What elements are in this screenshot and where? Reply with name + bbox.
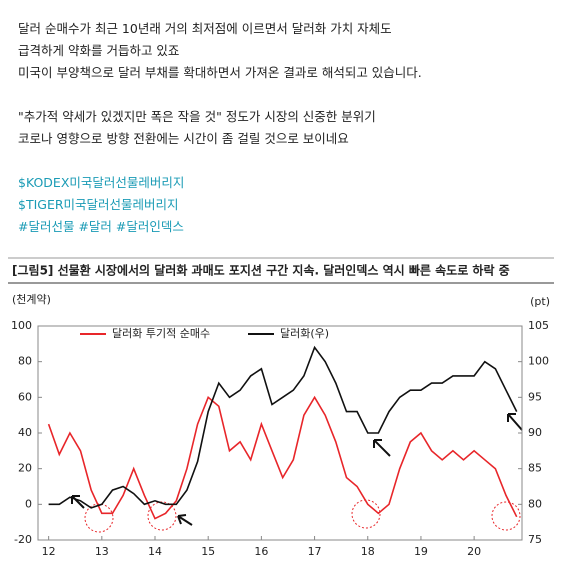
x-tick-label: 16	[254, 545, 268, 558]
y2-tick-label: 75	[528, 533, 542, 546]
x-tick-label: 15	[201, 545, 215, 558]
post-text: 달러 순매수가 최근 10년래 거의 최저점에 이르면서 달러화 가치 자체도	[18, 21, 392, 36]
annotation-circles	[84, 499, 521, 533]
y2-tick-label: 90	[528, 426, 542, 439]
x-tick-label: 20	[467, 545, 481, 558]
y-tick-label: 60	[18, 390, 32, 403]
y-tick-label: -20	[14, 533, 32, 546]
legend-label: 달러화(우)	[280, 327, 329, 340]
y-tick-label: 100	[11, 319, 32, 332]
y-tick-label: 0	[25, 497, 32, 510]
y-tick-label: 80	[18, 355, 32, 368]
y2-tick-label: 100	[528, 355, 549, 368]
hashtag[interactable]: #달러선물 #달러 #달러인덱스	[18, 219, 184, 234]
x-tick-label: 17	[308, 545, 322, 558]
post-text: 코로나 영향으로 방향 전환에는 시간이 좀 걸릴 것으로 보이네요	[18, 131, 349, 146]
plot-frame	[37, 325, 523, 541]
post-text: 급격하게 약화를 거듭하고 있죠	[18, 43, 180, 58]
chart-title: [그림5] 선물환 시장에서의 달러화 과매도 포지션 구간 지속. 달러인덱스…	[12, 263, 510, 278]
x-tick-label: 14	[148, 545, 162, 558]
x-tick-label: 13	[95, 545, 109, 558]
y2-tick-label: 85	[528, 462, 542, 475]
x-tick-label: 19	[414, 545, 428, 558]
x-tick-label: 12	[42, 545, 56, 558]
chart: [그림5] 선물환 시장에서의 달러화 과매도 포지션 구간 지속. 달러인덱스…	[8, 257, 554, 558]
post-text: 미국이 부양책으로 달러 부채를 확대하면서 가져온 결과로 해석되고 있습니다…	[18, 65, 422, 80]
annotation-arrows	[71, 413, 523, 526]
hashtag[interactable]: $KODEX미국달러선물레버리지	[18, 175, 185, 190]
y-tick-label: 20	[18, 462, 32, 475]
hashtag[interactable]: $TIGER미국달러선물레버리지	[18, 197, 179, 212]
series-line	[47, 395, 518, 520]
x-tick-label: 18	[361, 545, 375, 558]
post-text: "추가적 약세가 있겠지만 폭은 작을 것" 정도가 시장의 신중한 분위기	[18, 109, 376, 124]
y2-axis-label: (pt)	[530, 295, 550, 308]
y2-tick-label: 80	[528, 497, 542, 510]
y2-tick-label: 105	[528, 319, 549, 332]
legend-label: 달러화 투기적 순매수	[112, 327, 210, 340]
series-line	[48, 345, 518, 509]
y2-tick-label: 95	[528, 390, 542, 403]
y-axis-label: (천계약)	[12, 292, 51, 306]
y-tick-label: 40	[18, 426, 32, 439]
